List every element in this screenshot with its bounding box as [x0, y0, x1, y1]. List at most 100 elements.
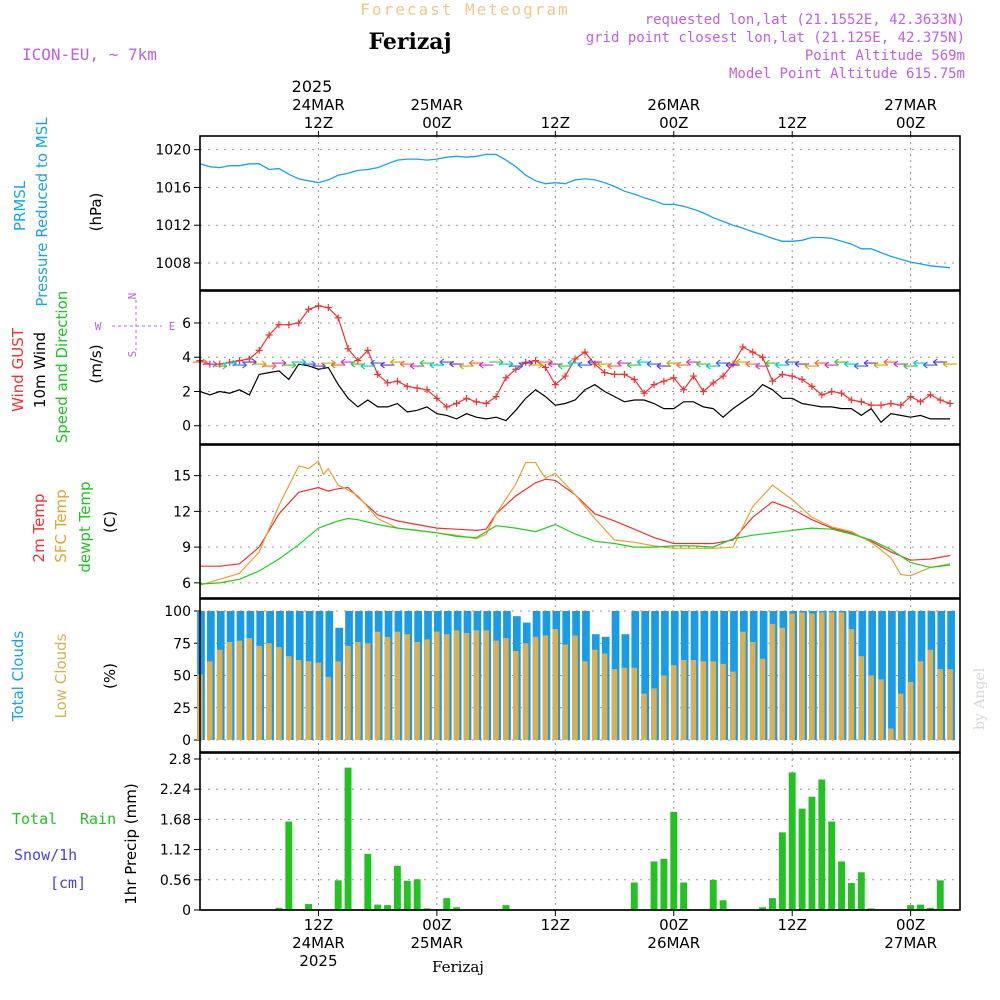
- low-cloud-bar: [246, 638, 253, 740]
- rain-bar: [403, 880, 411, 910]
- wind-arrow: [725, 361, 740, 369]
- rain-bar: [275, 907, 283, 910]
- label-speed-direction: Speed and Direction: [53, 291, 71, 444]
- gust-marker: [778, 370, 786, 378]
- gust-marker: [512, 365, 520, 373]
- gust-marker: [581, 348, 589, 356]
- low-cloud-bar: [888, 728, 894, 740]
- gust-marker: [364, 346, 372, 354]
- low-cloud-bar: [749, 641, 756, 740]
- panel-border: [199, 290, 961, 445]
- wind-arrow: [577, 361, 592, 369]
- panel-border: [199, 135, 961, 291]
- gust-marker: [877, 401, 885, 409]
- gust-marker: [611, 370, 619, 378]
- gust-marker: [828, 387, 836, 395]
- low-cloud-bar: [315, 662, 322, 740]
- compass-e: E: [169, 320, 176, 333]
- wind-arrow: [380, 361, 395, 369]
- panel-background: [200, 445, 960, 598]
- y-tick-label: 0.56: [160, 873, 191, 889]
- rain-bar: [798, 808, 806, 910]
- bottom-date-label: 24MAR: [292, 934, 345, 952]
- gust-marker: [265, 331, 273, 339]
- rain-bar: [285, 821, 293, 910]
- rain-bar: [907, 905, 915, 910]
- point-altitude: Point Altitude 569m: [805, 48, 965, 64]
- label-total: Total: [12, 810, 57, 828]
- rain-bar: [719, 900, 727, 910]
- wind-arrow: [459, 362, 474, 370]
- gust-marker: [413, 384, 421, 392]
- top-date-label: 25MAR: [411, 96, 464, 114]
- gust-marker: [522, 358, 530, 366]
- y-tick-label: 6: [182, 316, 191, 332]
- low-cloud-bar: [532, 636, 539, 740]
- low-cloud-bar: [424, 639, 430, 740]
- low-cloud-bar: [740, 631, 746, 740]
- total-cloud-bar: [325, 611, 334, 740]
- top-hour-label: 12Z: [541, 114, 570, 132]
- top-date-label: 27MAR: [884, 96, 937, 114]
- wind-arrow: [755, 362, 770, 370]
- y-tick-label: 1012: [155, 218, 191, 234]
- total-cloud-bar: [641, 611, 650, 740]
- rain-bar: [828, 821, 836, 910]
- gust-marker: [719, 372, 727, 380]
- compass-n: N: [126, 293, 139, 300]
- gust-marker: [887, 399, 895, 407]
- low-cloud-bar: [947, 669, 953, 740]
- prmsl-line: [199, 153, 951, 269]
- y-tick-label: 50: [173, 669, 191, 685]
- low-cloud-bar: [414, 641, 420, 740]
- low-cloud-bar: [917, 661, 924, 740]
- gust-marker: [847, 396, 855, 404]
- wind-arrow: [607, 362, 622, 370]
- low-cloud-bar: [355, 641, 361, 740]
- y-tick-label: 1016: [155, 180, 191, 196]
- panel-border: [199, 752, 961, 911]
- low-cloud-bar: [779, 627, 786, 740]
- total-cloud-bar: [878, 611, 886, 740]
- rain-bar: [778, 832, 786, 910]
- bottom-date-label: 26MAR: [647, 934, 700, 952]
- y-tick-label: 2: [182, 384, 191, 400]
- gust-marker: [324, 304, 332, 312]
- low-cloud-bar: [838, 612, 845, 740]
- gust-marker: [749, 348, 757, 356]
- gust-marker: [314, 302, 322, 310]
- low-cloud-bar: [512, 650, 519, 740]
- rain-bar: [393, 865, 401, 910]
- low-cloud-bar: [730, 671, 736, 740]
- gust-marker: [245, 355, 253, 363]
- gust-marker: [690, 372, 698, 380]
- label-ms: (m/s): [87, 344, 105, 383]
- low-cloud-bar: [878, 679, 884, 740]
- label-pressure-msl: Pressure Reduced to MSL: [33, 117, 51, 307]
- label-dewpt-temp: dewpt Temp: [76, 481, 94, 572]
- y-tick-label: 2.24: [160, 782, 191, 798]
- low-cloud-bar: [582, 661, 588, 740]
- label-hpa: (hPa): [87, 193, 105, 232]
- low-cloud-bar: [443, 634, 450, 740]
- bottom-hour-label: 00Z: [422, 916, 451, 934]
- total-cloud-bar: [888, 611, 896, 740]
- gust-marker: [334, 314, 342, 322]
- gust-marker: [660, 377, 668, 385]
- bottom-hour-label: 00Z: [896, 916, 925, 934]
- gust-marker: [492, 393, 500, 401]
- gust-marker: [798, 375, 806, 383]
- low-cloud-bar: [434, 631, 440, 740]
- rain-bar: [334, 880, 342, 910]
- gust-marker: [275, 321, 283, 329]
- gust-marker: [808, 382, 816, 390]
- wind-arrow: [478, 361, 494, 369]
- low-cloud-bar: [325, 676, 332, 740]
- low-cloud-bar: [256, 645, 262, 740]
- wind-arrow: [853, 362, 869, 370]
- compass-w: W: [95, 320, 102, 333]
- low-cloud-bar: [374, 631, 381, 740]
- gust-marker: [650, 381, 658, 389]
- low-cloud-bar: [345, 645, 351, 740]
- y-tick-label: 2.8: [169, 752, 191, 768]
